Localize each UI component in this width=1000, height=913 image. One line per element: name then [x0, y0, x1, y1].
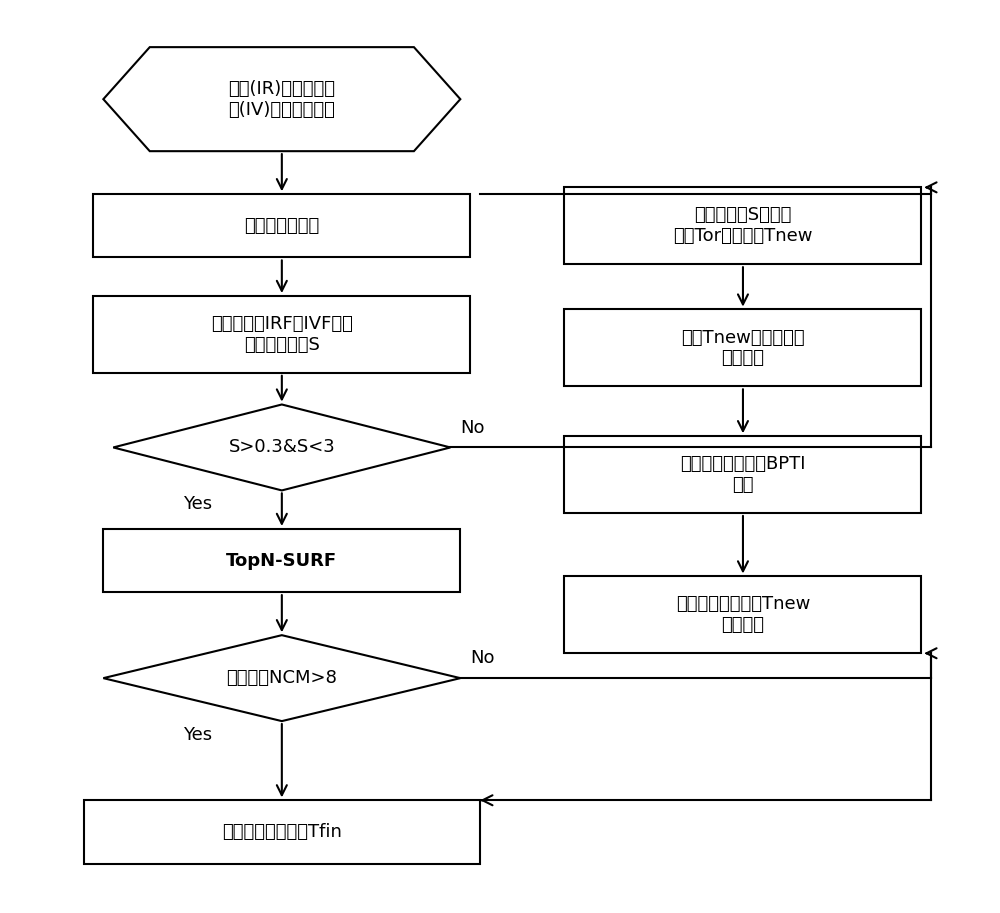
- Bar: [564, 576, 921, 654]
- Bar: [564, 187, 921, 264]
- Text: 由焦距参数IRF和IVF计算
相对尺度参数S: 由焦距参数IRF和IVF计算 相对尺度参数S: [211, 315, 353, 353]
- Bar: [564, 436, 921, 513]
- Bar: [103, 529, 460, 593]
- Bar: [93, 296, 470, 373]
- Bar: [93, 194, 470, 257]
- Text: 红外(IR)、可见光图
像(IV)实时信号采集: 红外(IR)、可见光图 像(IV)实时信号采集: [228, 79, 335, 119]
- Polygon shape: [113, 404, 450, 490]
- Polygon shape: [103, 47, 460, 152]
- Text: 由尺度参数S及初始
变换Tor更新参数Tnew: 由尺度参数S及初始 变换Tor更新参数Tnew: [673, 206, 813, 246]
- Bar: [564, 310, 921, 386]
- Text: 匹配对数NCM>8: 匹配对数NCM>8: [226, 669, 337, 687]
- Text: No: No: [460, 418, 485, 436]
- Text: 选取相关区域进行BPTI
匹配: 选取相关区域进行BPTI 匹配: [680, 456, 806, 494]
- Text: 输出最终变换参数Tfin: 输出最终变换参数Tfin: [222, 823, 342, 841]
- Text: No: No: [470, 649, 495, 667]
- Text: Yes: Yes: [183, 726, 212, 743]
- Text: 图像帧同步处理: 图像帧同步处理: [244, 216, 319, 235]
- Text: TopN-SURF: TopN-SURF: [226, 551, 337, 570]
- Text: Yes: Yes: [183, 495, 212, 513]
- Polygon shape: [103, 635, 460, 721]
- Text: 根据Tnew对参考图像
进行变换: 根据Tnew对参考图像 进行变换: [681, 329, 805, 367]
- Text: S>0.3&S<3: S>0.3&S<3: [228, 438, 335, 456]
- Bar: [84, 801, 480, 864]
- Text: 由最优匹配结果对Tnew
进行更新: 由最优匹配结果对Tnew 进行更新: [676, 595, 810, 635]
